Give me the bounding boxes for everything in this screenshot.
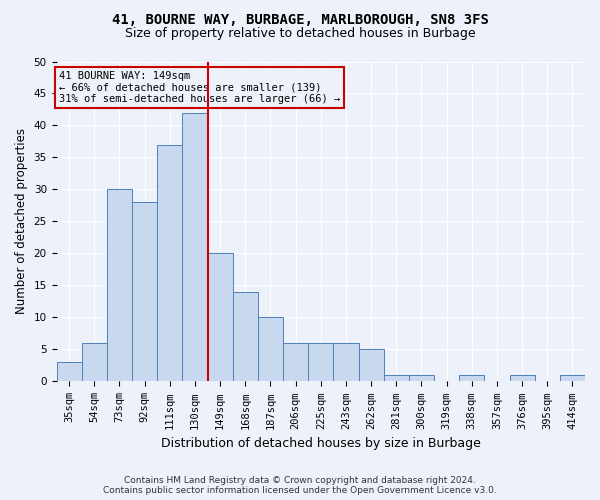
Bar xyxy=(107,190,132,382)
X-axis label: Distribution of detached houses by size in Burbage: Distribution of detached houses by size … xyxy=(161,437,481,450)
Bar xyxy=(157,144,182,382)
Bar xyxy=(258,318,283,382)
Bar xyxy=(233,292,258,382)
Bar xyxy=(334,343,359,382)
Bar xyxy=(308,343,334,382)
Text: 41, BOURNE WAY, BURBAGE, MARLBOROUGH, SN8 3FS: 41, BOURNE WAY, BURBAGE, MARLBOROUGH, SN… xyxy=(112,12,488,26)
Bar xyxy=(409,375,434,382)
Text: Size of property relative to detached houses in Burbage: Size of property relative to detached ho… xyxy=(125,28,475,40)
Text: 41 BOURNE WAY: 149sqm
← 66% of detached houses are smaller (139)
31% of semi-det: 41 BOURNE WAY: 149sqm ← 66% of detached … xyxy=(59,71,340,104)
Bar xyxy=(208,254,233,382)
Bar xyxy=(283,343,308,382)
Bar xyxy=(383,375,409,382)
Bar xyxy=(509,375,535,382)
Text: Contains HM Land Registry data © Crown copyright and database right 2024.
Contai: Contains HM Land Registry data © Crown c… xyxy=(103,476,497,495)
Bar xyxy=(459,375,484,382)
Bar xyxy=(560,375,585,382)
Bar xyxy=(182,112,208,382)
Bar xyxy=(82,343,107,382)
Y-axis label: Number of detached properties: Number of detached properties xyxy=(15,128,28,314)
Bar xyxy=(56,362,82,382)
Bar xyxy=(359,350,383,382)
Bar xyxy=(132,202,157,382)
